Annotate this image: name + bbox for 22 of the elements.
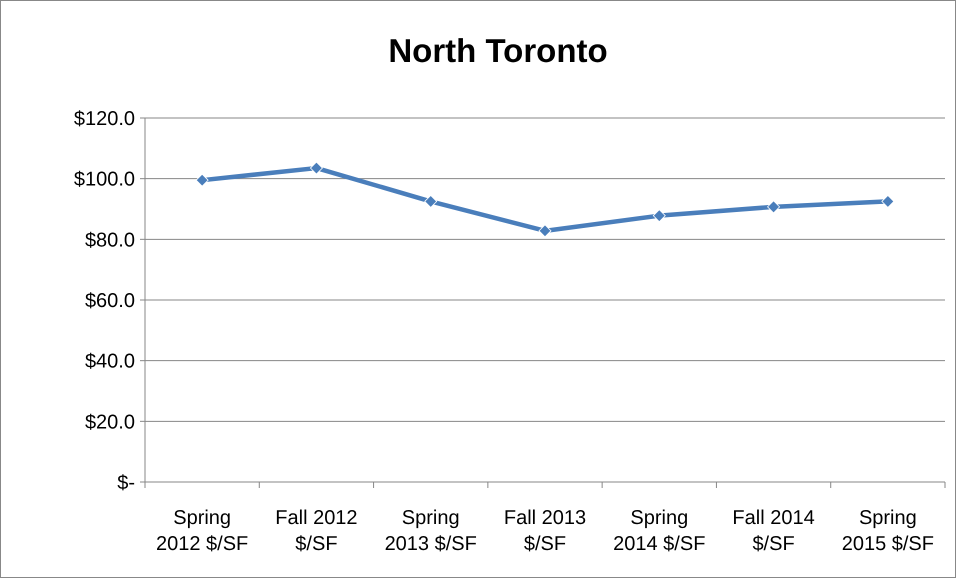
y-tick-label: $120.0: [74, 108, 135, 130]
point: [881, 195, 894, 208]
point: [196, 174, 209, 187]
x-tick-label: Fall 2012 $/SF: [275, 507, 358, 555]
x-tick-label: Fall 2014 $/SF: [732, 507, 815, 555]
y-tick-label: $20.0: [84, 411, 135, 434]
x-tick-label: Spring 2015 $/SF: [842, 507, 934, 555]
y-tick-label: $60.0: [84, 290, 135, 312]
x-tick-label: Spring 2014 $/SF: [613, 507, 706, 555]
point: [424, 195, 438, 208]
point: [652, 209, 666, 222]
y-tick-label: $80.0: [84, 229, 135, 252]
y-tick-label: $-: [117, 472, 135, 494]
y-tick-label: $40.0: [84, 350, 135, 373]
x-tick-label: Fall 2013 $/SF: [504, 507, 586, 555]
point: [767, 200, 780, 214]
x-tick-label: Spring 2013 $/SF: [384, 507, 477, 555]
chart-title: North Toronto: [388, 32, 608, 69]
x-tick-label: Spring 2012 $/SF: [156, 507, 248, 555]
point: [538, 224, 552, 238]
y-tick-label: $100.0: [74, 168, 135, 191]
point: [310, 162, 323, 174]
